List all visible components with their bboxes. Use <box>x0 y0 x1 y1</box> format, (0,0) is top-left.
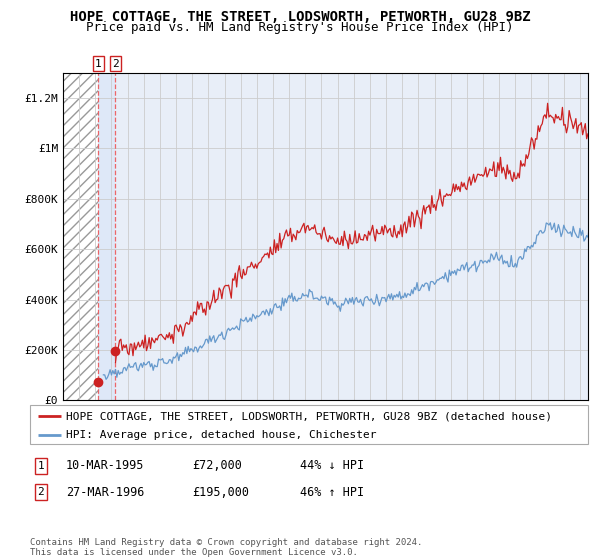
Text: 44% ↓ HPI: 44% ↓ HPI <box>300 459 364 473</box>
Text: 46% ↑ HPI: 46% ↑ HPI <box>300 486 364 499</box>
Bar <box>98 73 115 400</box>
Text: Price paid vs. HM Land Registry's House Price Index (HPI): Price paid vs. HM Land Registry's House … <box>86 21 514 34</box>
Text: 10-MAR-1995: 10-MAR-1995 <box>66 459 145 473</box>
Text: 1: 1 <box>95 59 102 69</box>
Text: £72,000: £72,000 <box>192 459 242 473</box>
Text: £195,000: £195,000 <box>192 486 249 499</box>
Bar <box>63 73 98 400</box>
Text: 2: 2 <box>112 59 119 69</box>
Text: 27-MAR-1996: 27-MAR-1996 <box>66 486 145 499</box>
FancyBboxPatch shape <box>30 405 588 444</box>
Text: Contains HM Land Registry data © Crown copyright and database right 2024.
This d: Contains HM Land Registry data © Crown c… <box>30 538 422 557</box>
Text: 1: 1 <box>37 461 44 471</box>
Text: HPI: Average price, detached house, Chichester: HPI: Average price, detached house, Chic… <box>66 430 377 440</box>
Text: HOPE COTTAGE, THE STREET, LODSWORTH, PETWORTH, GU28 9BZ (detached house): HOPE COTTAGE, THE STREET, LODSWORTH, PET… <box>66 411 552 421</box>
Text: HOPE COTTAGE, THE STREET, LODSWORTH, PETWORTH, GU28 9BZ: HOPE COTTAGE, THE STREET, LODSWORTH, PET… <box>70 10 530 24</box>
Text: 2: 2 <box>37 487 44 497</box>
